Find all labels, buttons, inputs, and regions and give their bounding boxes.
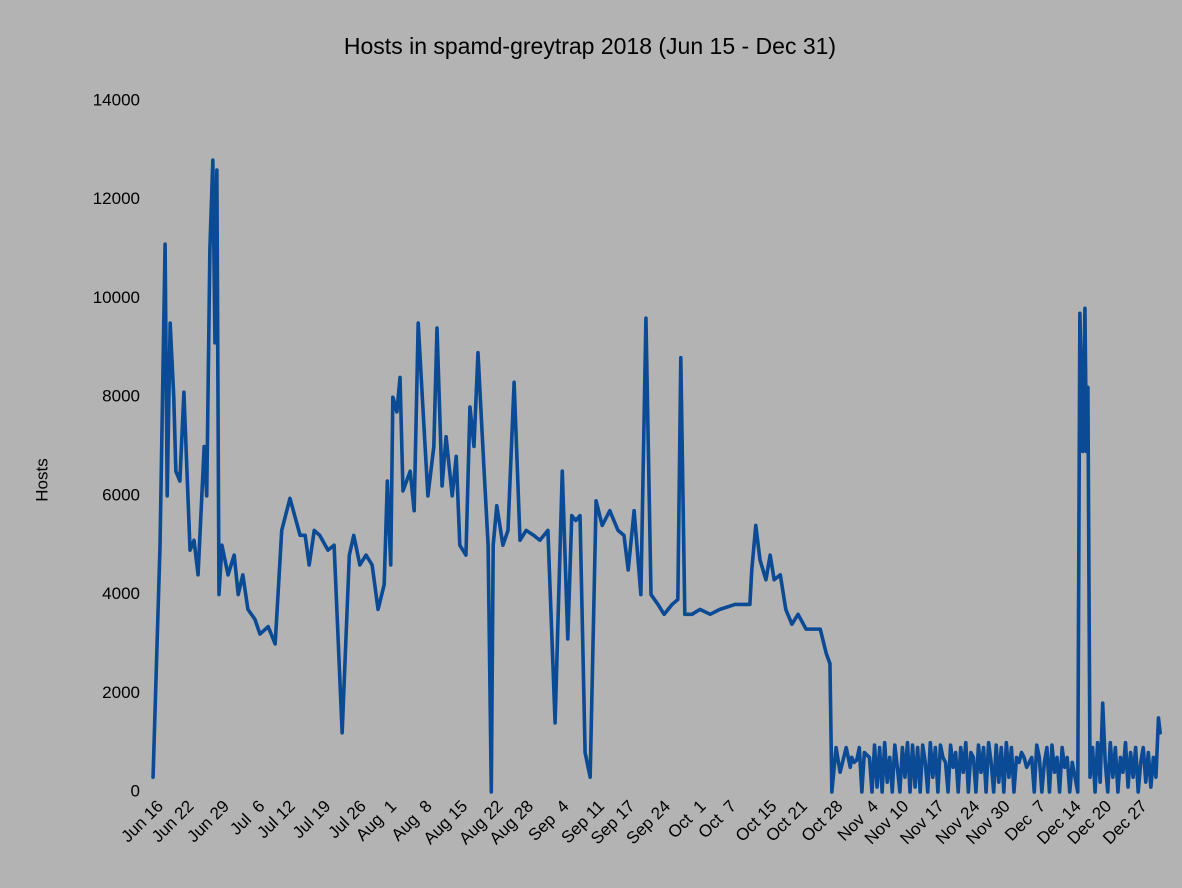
y-tick-label: 6000 bbox=[102, 485, 140, 504]
data-line bbox=[151, 158, 1162, 794]
y-tick-label: 10000 bbox=[93, 288, 140, 307]
y-axis-label: Hosts bbox=[32, 458, 51, 501]
y-tick-label: 0 bbox=[131, 781, 140, 800]
y-tick-label: 8000 bbox=[102, 387, 140, 406]
chart-title: Hosts in spamd-greytrap 2018 (Jun 15 - D… bbox=[344, 33, 836, 59]
y-tick-label: 14000 bbox=[93, 90, 140, 109]
y-tick-label: 4000 bbox=[102, 584, 140, 603]
y-tick-label: 2000 bbox=[102, 683, 140, 702]
y-tick-label: 12000 bbox=[93, 189, 140, 208]
